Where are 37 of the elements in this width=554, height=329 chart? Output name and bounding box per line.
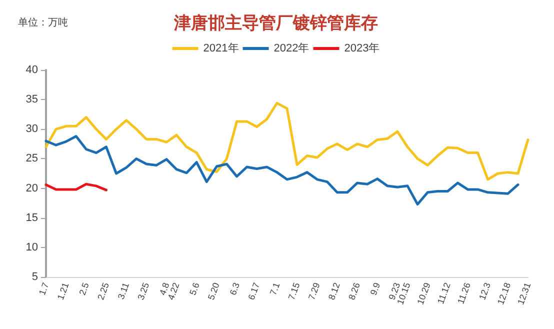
x-tick-label: 5.20 xyxy=(206,281,222,302)
line-series xyxy=(44,102,530,181)
x-tick-label: 8.26 xyxy=(346,281,362,302)
legend-label: 2021年 xyxy=(203,42,239,54)
y-tick-label: 10 xyxy=(26,241,38,254)
y-tick-label: 40 xyxy=(26,64,38,76)
x-tick-label: 9.9 xyxy=(368,281,382,296)
y-tick-label: 20 xyxy=(26,182,38,194)
y-tick-label: 25 xyxy=(26,152,38,165)
legend-label: 2022年 xyxy=(274,42,310,54)
x-tick-label: 11.26 xyxy=(456,281,472,306)
x-tick-label: 3.11 xyxy=(116,281,132,301)
x-tick-label: 3.25 xyxy=(136,281,152,302)
x-tick-label: 6.3 xyxy=(228,281,242,296)
x-tick-label: 1.7 xyxy=(37,281,51,296)
y-axis-title: 单位：万吨 xyxy=(18,16,68,28)
y-tick-label: 5 xyxy=(32,271,38,283)
x-tick-label: 1.21 xyxy=(55,281,71,302)
x-tick-label: 2.25 xyxy=(96,281,111,302)
x-tick-label: 7.29 xyxy=(306,281,322,302)
chart-title: 津唐邯主导管厂镀锌管库存 xyxy=(173,14,378,34)
x-tick-label: 12.3 xyxy=(477,281,493,302)
x-tick-label: 2.5 xyxy=(77,281,91,296)
y-tick-label: 30 xyxy=(26,123,38,136)
line-series xyxy=(44,134,520,206)
x-tick-label: 7.1 xyxy=(268,281,282,296)
x-tick-label: 5.6 xyxy=(188,281,202,296)
x-tick-label: 12.31 xyxy=(516,281,533,306)
x-tick-label: 10.29 xyxy=(415,281,432,306)
x-tick-label: 11.12 xyxy=(435,281,452,306)
x-tick-label: 12.18 xyxy=(496,281,513,306)
x-tick-label: 8.12 xyxy=(326,281,342,302)
x-tick-label: 6.17 xyxy=(246,281,262,302)
y-tick-label: 35 xyxy=(26,94,38,106)
legend-label: 2023年 xyxy=(344,42,380,54)
y-tick-label: 15 xyxy=(26,212,38,224)
x-tick-label: 7.15 xyxy=(286,281,302,302)
